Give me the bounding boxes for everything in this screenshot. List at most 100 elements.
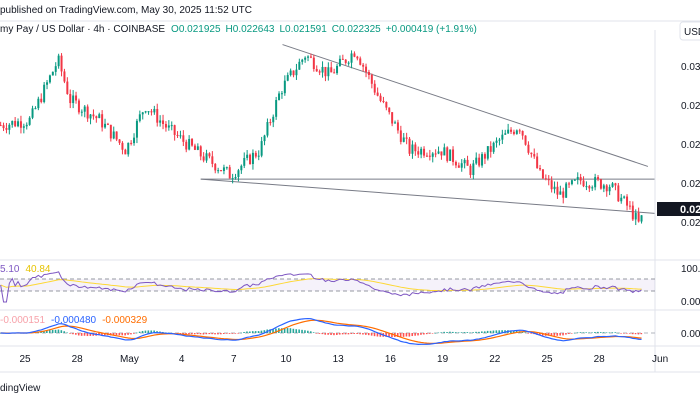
time-axis[interactable]: 25 28 May 4 7 10 13 16 19 22 25 28 Jun [19, 354, 668, 365]
macd-histogram-bar [295, 329, 298, 333]
candle [591, 187, 594, 189]
price-tick: 0.03 [681, 62, 700, 73]
candle [518, 130, 521, 132]
candle [127, 142, 130, 155]
trendline-lower[interactable] [200, 178, 655, 214]
macd-histogram-bar [101, 333, 103, 336]
candle [504, 133, 507, 135]
macd-histogram-bar [249, 331, 251, 333]
candle [60, 55, 63, 72]
candle [37, 98, 40, 109]
macd-histogram-bar [289, 328, 292, 333]
macd-histogram-bar [373, 333, 376, 337]
macd-histogram-bar [208, 333, 211, 335]
macd-histogram-bar [336, 333, 338, 335]
candle [40, 98, 43, 102]
candle [292, 70, 295, 76]
macd-histogram-bar [431, 333, 434, 334]
candle [388, 107, 391, 113]
candle [46, 82, 49, 85]
macd-histogram-bar [347, 333, 350, 335]
macd-histogram-bar [362, 333, 364, 335]
currency-label[interactable]: USD [684, 27, 700, 38]
candle [446, 147, 449, 161]
price-axis[interactable]: 0.03 0.02 0.02 0.02 0.02 [681, 62, 700, 229]
candle [269, 122, 272, 124]
macd-histogram-bar [570, 333, 573, 334]
candle [559, 191, 562, 195]
candle [411, 144, 414, 154]
macd-histogram-bar [385, 333, 387, 337]
candle [588, 186, 591, 189]
macd-histogram-bar [388, 333, 390, 337]
macd-histogram-bar [327, 333, 329, 335]
macd-histogram-bar [420, 333, 422, 335]
candle [92, 114, 95, 117]
candle [98, 114, 101, 119]
macd-hist-value: -0.000151 [0, 315, 45, 326]
candle [507, 129, 510, 134]
candle [17, 121, 20, 127]
macd-histogram-bar [376, 333, 379, 337]
candle [640, 215, 643, 222]
candle [483, 154, 486, 159]
macd-histogram-bar [628, 333, 631, 334]
candle [150, 111, 153, 113]
candle [225, 167, 228, 169]
candle [301, 59, 304, 62]
candle [260, 141, 263, 156]
macd-histogram-bar [138, 331, 141, 333]
candle [631, 205, 634, 220]
macd-histogram-bar [86, 333, 89, 337]
candle [202, 156, 205, 161]
currency-button[interactable] [679, 21, 700, 41]
candle [228, 167, 231, 179]
macd-histogram-bar [51, 329, 54, 333]
price-tick: 0.02 [681, 179, 700, 190]
macd-histogram-bar [176, 333, 179, 334]
candle [391, 112, 394, 124]
candle [425, 155, 428, 157]
candle [173, 125, 176, 135]
macd-histogram-bar [72, 333, 74, 335]
time-tick: 28 [72, 354, 84, 365]
candle [423, 148, 426, 156]
symbol-title[interactable]: my Pay / US Dollar · 4h · COINBASE [0, 24, 165, 35]
tradingview-footer[interactable]: dingView [0, 383, 41, 394]
candle [196, 146, 199, 150]
candle [66, 81, 69, 95]
candle [562, 191, 565, 198]
candle [463, 159, 466, 164]
candle [156, 108, 159, 123]
candle [597, 177, 600, 180]
macd-histogram-bar [365, 333, 367, 335]
candle [605, 185, 608, 192]
candle [553, 186, 556, 190]
macd-histogram-bar [553, 333, 556, 336]
candle [620, 197, 623, 202]
candle [460, 163, 463, 168]
macd-histogram-bar [486, 330, 489, 333]
macd-histogram-bar [0, 333, 2, 334]
candle [109, 124, 112, 139]
macd-histogram-bar [623, 333, 625, 334]
macd-histogram-bar [481, 331, 483, 333]
candle [573, 179, 576, 181]
candle [167, 125, 170, 128]
candle [338, 58, 341, 66]
macd-histogram-bar [304, 330, 306, 333]
time-tick: 10 [280, 354, 292, 365]
macd-histogram-bar [573, 332, 576, 334]
candle [164, 123, 167, 128]
macd-histogram-bar [408, 333, 411, 337]
macd-histogram-bar [246, 331, 248, 333]
macd-histogram-bar [193, 333, 196, 335]
candle [533, 154, 536, 157]
candle [452, 149, 455, 162]
trendline-upper[interactable] [282, 44, 649, 167]
candle [182, 135, 185, 142]
trendlines[interactable] [200, 44, 655, 214]
candle [428, 155, 431, 157]
macd-histogram-bar [257, 331, 260, 333]
